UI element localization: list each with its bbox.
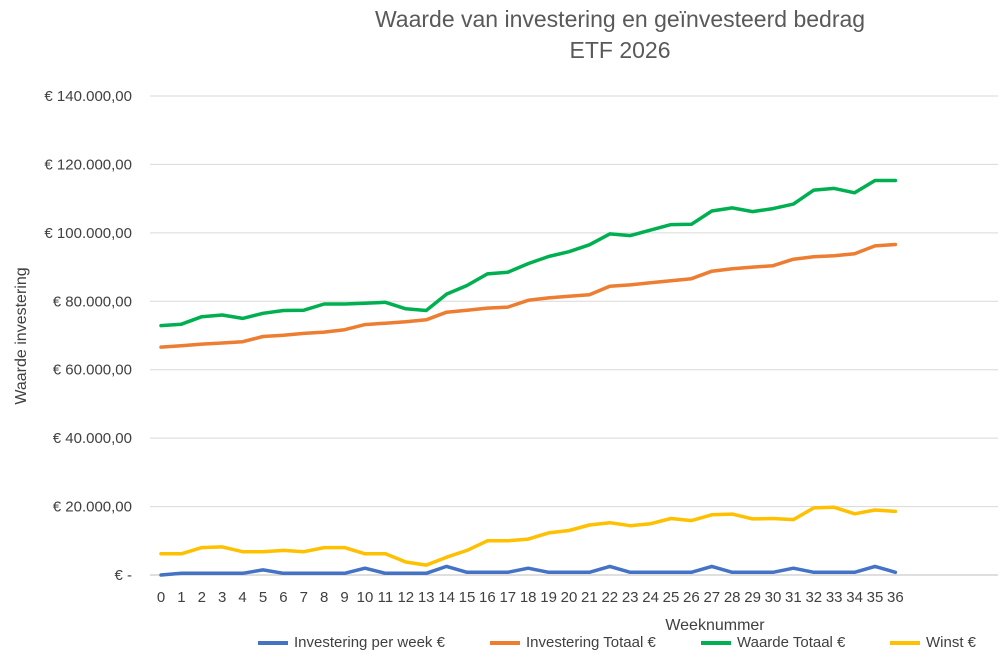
y-tick-label: € - [114,567,132,584]
series-line-path [159,242,898,349]
series-line [159,242,898,349]
y-tick-label: € 60.000,00 [53,362,132,379]
x-tick-label: 20 [561,589,578,606]
x-tick-label: 30 [765,589,782,606]
legend-label: Investering per week € [294,634,445,651]
x-tick-label: 31 [785,589,802,606]
legend-swatch [258,640,288,645]
x-tick-label: 28 [724,589,741,606]
y-tick-label: € 40.000,00 [53,430,132,447]
chart-legend: Investering per week € Investering Totaal… [0,634,1000,656]
x-tick-label: 35 [867,589,884,606]
series-line [159,505,898,567]
legend-swatch [701,640,731,645]
x-axis-tick-labels: 0 1 2 3 4 5 6 7 8 9 10 11 12 13 14 15 16 17 18 19 20 21 22 23 24… [157,589,904,606]
x-tick-label: 5 [259,589,267,606]
legend-item: Winst € [890,634,976,651]
x-tick-label: 4 [238,589,246,606]
x-tick-label: 27 [703,589,720,606]
x-tick-label: 15 [459,589,476,606]
x-tick-label: 1 [177,589,185,606]
x-tick-label: 19 [540,589,557,606]
x-tick-label: 11 [378,589,394,606]
y-axis-tick-labels: € - € 20.000,00 € 40.000,00 € 60.000,00 € 80… [44,88,132,584]
x-tick-label: 12 [397,589,414,606]
y-tick-label: € 140.000,00 [44,88,132,105]
x-tick-label: 7 [300,589,308,606]
x-tick-label: 34 [846,589,863,606]
legend-label: Investering Totaal € [526,634,656,651]
x-tick-label: 2 [198,589,206,606]
x-tick-label: 13 [418,589,435,606]
x-tick-label: 29 [744,589,761,606]
y-tick-label: € 120.000,00 [44,156,132,173]
chart-subtitle: ETF 2026 [569,37,671,63]
chart-title: Waarde van investering en geïnvesteerd b… [374,6,866,32]
series-line-path [159,564,898,577]
legend-item: Waarde Totaal € [701,634,845,651]
x-tick-label: 16 [479,589,496,606]
x-tick-label: 22 [601,589,618,606]
x-tick-label: 8 [320,589,328,606]
x-tick-label: 21 [581,589,598,606]
x-tick-label: 24 [642,589,659,606]
x-tick-label: 23 [622,589,639,606]
y-tick-label: € 80.000,00 [53,293,132,310]
x-axis-title: Weeknummer [665,617,765,634]
x-tick-label: 17 [499,589,516,606]
legend-swatch [890,640,920,645]
x-tick-label: 0 [157,589,165,606]
series-line [159,178,898,328]
x-tick-label: 6 [279,589,287,606]
legend-item: Investering Totaal € [490,634,656,651]
x-tick-label: 36 [887,589,904,606]
series-lines [159,178,898,577]
y-tick-label: € 100.000,00 [44,225,132,242]
x-tick-label: 9 [340,589,348,606]
x-tick-label: 18 [520,589,537,606]
x-tick-label: 26 [683,589,700,606]
legend-swatch [490,640,520,645]
x-tick-label: 32 [805,589,822,606]
legend-label: Waarde Totaal € [737,634,846,651]
series-line-path [159,505,898,567]
x-tick-label: 33 [826,589,843,606]
x-tick-label: 3 [218,589,226,606]
x-tick-label: 25 [663,589,680,606]
legend-item: Investering per week € [258,634,445,651]
gridlines [150,95,998,576]
y-axis-title: Waarde investering [13,267,30,404]
x-tick-label: 14 [438,589,455,606]
series-line-path [159,178,898,328]
series-line [159,564,898,577]
legend-label: Winst € [926,634,977,651]
x-tick-label: 10 [357,589,374,606]
y-tick-label: € 20.000,00 [53,499,132,516]
